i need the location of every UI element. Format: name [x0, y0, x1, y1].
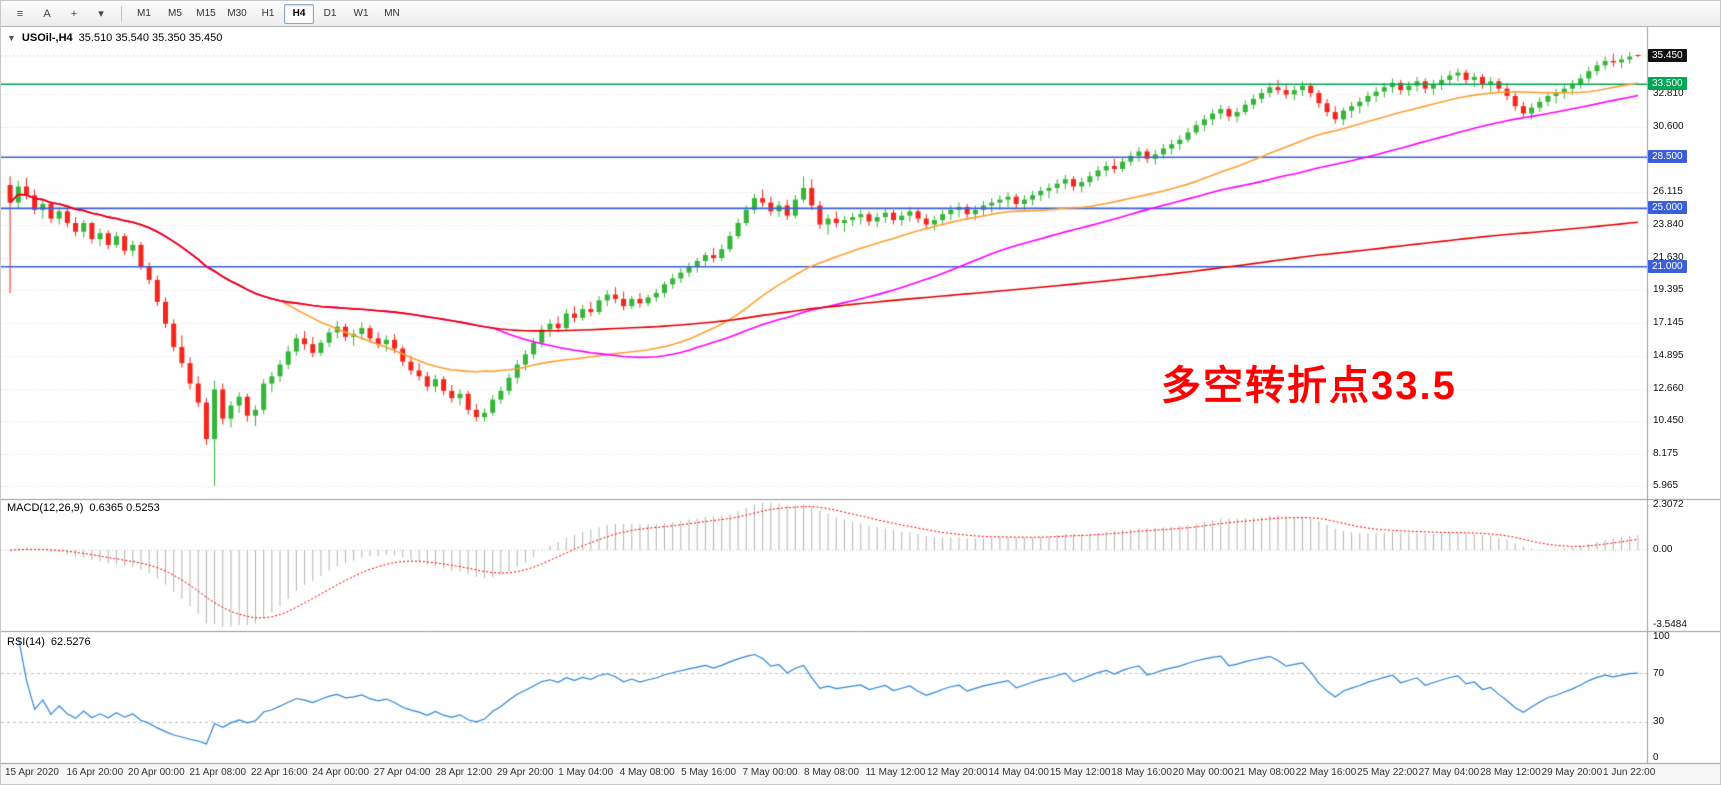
collapse-chart-icon[interactable]: ▼ — [7, 33, 16, 43]
timeframe-toolbar: M1 M5 M15 M30 H1 H4 D1 W1 MN — [129, 3, 407, 24]
toolbar-separator — [121, 5, 122, 22]
rsi-scale-70: 70 — [1653, 667, 1665, 679]
rsi-scale-100: 100 — [1653, 631, 1670, 642]
tf-button-mn[interactable]: MN — [384, 8, 400, 19]
tf-button-d1[interactable]: D1 — [323, 8, 337, 19]
rsi-scale-30: 30 — [1653, 716, 1665, 728]
rsi-indicator-label: RSI(14) 62.5276 — [7, 636, 91, 648]
macd-indicator-label: MACD(12,26,9) 0.6365 0.5253 — [7, 502, 160, 514]
time-axis-label: 8 May 08:00 — [804, 767, 860, 778]
time-axis-label: 27 Apr 04:00 — [373, 767, 431, 778]
macd-scale-top: 2.3072 — [1653, 499, 1684, 510]
price-tick-label: 12.660 — [1653, 382, 1684, 394]
price-tick-label: 8.175 — [1653, 448, 1679, 460]
time-axis-label: 16 Apr 20:00 — [66, 767, 124, 778]
rsi-value: 62.5276 — [50, 636, 91, 648]
price-tick-label: 5.965 — [1653, 480, 1679, 492]
level-price-box: 28.500 — [1648, 150, 1687, 164]
tf-button-m1[interactable]: M1 — [137, 8, 151, 19]
time-axis-label: 5 May 16:00 — [681, 767, 737, 778]
time-axis-label: 25 May 22:00 — [1357, 767, 1418, 778]
time-axis-label: 1 Jun 22:00 — [1603, 767, 1656, 778]
macd-scale-bottom: -3.5484 — [1653, 619, 1687, 630]
crosshair-icon[interactable]: + — [70, 7, 78, 20]
macd-name: MACD(12,26,9) — [7, 502, 84, 514]
time-axis-label: 14 May 04:00 — [988, 767, 1049, 778]
time-axis-label: 29 Apr 20:00 — [496, 767, 554, 778]
price-tick-label: 23.840 — [1653, 219, 1684, 231]
price-scale[interactable]: 32.810 30.600 26.115 23.840 21.630 19.395 17.1… — [1647, 1, 1720, 784]
level-price-box: 33.500 — [1648, 77, 1687, 91]
rsi-scale-0: 0 — [1653, 752, 1659, 763]
price-tick-label: 19.395 — [1653, 284, 1684, 296]
annotate-a-icon[interactable]: A — [43, 7, 51, 20]
chart-symbol-label: USOil-,H4 — [21, 32, 73, 44]
time-axis-label: 11 May 12:00 — [865, 767, 926, 778]
price-tick-label: 32.810 — [1653, 88, 1684, 100]
chart-title: ▼ USOil-,H4 35.510 35.540 35.350 35.450 — [7, 32, 222, 44]
time-axis-label: 4 May 08:00 — [619, 767, 675, 778]
price-tick-label: 26.115 — [1653, 186, 1683, 198]
chart-bars-icon[interactable]: ≡ — [16, 7, 24, 20]
macd-values: 0.6365 0.5253 — [89, 502, 160, 514]
time-axis-label: 12 May 20:00 — [926, 767, 988, 778]
current-price-box: 35.450 — [1648, 48, 1687, 62]
time-axis-label: 20 May 00:00 — [1172, 767, 1234, 778]
time-axis-label: 21 May 08:00 — [1234, 767, 1295, 778]
indicator-dropdown-icon[interactable]: ▾ — [98, 8, 104, 20]
chart-annotation-text: 多空转折点33.5 — [1161, 364, 1457, 408]
toolbar: ≡ A + ▾ M1 M5 M15 M30 H1 H4 D1 W1 MN — [1, 1, 1720, 27]
tf-button-m30[interactable]: M30 — [227, 8, 247, 19]
time-axis-label: 15 May 12:00 — [1049, 767, 1111, 778]
tf-button-m5[interactable]: M5 — [168, 8, 182, 19]
time-axis-label: 20 Apr 00:00 — [127, 767, 185, 778]
time-axis-label: 22 May 16:00 — [1295, 767, 1357, 778]
level-price-box: 21.000 — [1648, 259, 1687, 273]
price-tick-label: 14.895 — [1653, 349, 1684, 361]
time-axis-label: 15 Apr 2020 — [5, 767, 59, 778]
tf-button-m15[interactable]: M15 — [196, 8, 216, 19]
level-price-box: 25.000 — [1648, 201, 1687, 215]
time-axis-label: 7 May 00:00 — [742, 767, 798, 778]
rsi-name: RSI(14) — [7, 636, 45, 648]
price-tick-label: 10.450 — [1653, 414, 1684, 426]
price-tick-label: 21.630 — [1653, 251, 1684, 263]
time-axis[interactable]: 15 Apr 2020 16 Apr 20:00 20 Apr 00:00 21 Ap… — [1, 764, 1655, 784]
tf-button-w1[interactable]: W1 — [353, 8, 369, 19]
macd-scale-zero: 0.00 — [1653, 544, 1673, 556]
time-axis-label: 28 Apr 12:00 — [435, 767, 492, 778]
time-axis-label: 28 May 12:00 — [1480, 767, 1541, 778]
chart-ohlc-values: 35.510 35.540 35.350 35.450 — [78, 32, 223, 44]
time-axis-label: 24 Apr 00:00 — [312, 767, 370, 778]
time-axis-label: 21 Apr 08:00 — [189, 767, 247, 778]
time-axis-label: 18 May 16:00 — [1111, 767, 1172, 778]
tf-button-h4[interactable]: H4 — [284, 3, 314, 24]
time-axis-label: 22 Apr 16:00 — [250, 767, 308, 778]
price-tick-label: 30.600 — [1653, 120, 1684, 132]
tf-button-h1[interactable]: H1 — [261, 8, 275, 19]
time-axis-label: 29 May 20:00 — [1541, 767, 1603, 778]
price-tick-label: 17.145 — [1653, 317, 1684, 329]
time-axis-label: 27 May 04:00 — [1418, 767, 1480, 778]
time-axis-label: 1 May 04:00 — [558, 767, 614, 778]
toolbar-icons: ≡ A + ▾ — [7, 3, 114, 24]
